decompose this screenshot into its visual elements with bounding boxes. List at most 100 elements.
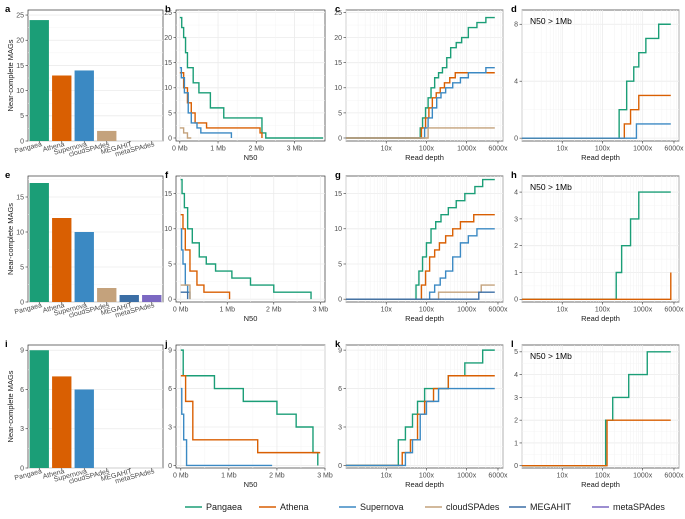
grid-g <box>345 176 504 302</box>
y-tick-label: 10 <box>334 226 342 233</box>
series-line-Supernova <box>346 228 495 300</box>
y-tick-label: 25 <box>334 10 342 17</box>
panel-d: d 0 4 8 10x 100x 1000x 6000x Read depth N50 > 1Mb <box>511 4 684 162</box>
series-k <box>346 349 495 467</box>
y-tick-label: 1 <box>514 440 518 447</box>
panel-letter-k: k <box>335 339 341 350</box>
series-line-Pangaea <box>522 23 671 139</box>
y-tick-label: 9 <box>168 348 172 355</box>
y-tick-label: 9 <box>338 348 342 355</box>
legend-label-MEGAHIT: MEGAHIT <box>530 502 572 512</box>
series-line-MEGAHIT <box>180 291 189 300</box>
y-tick-label: 15 <box>334 60 342 67</box>
x-axis-label-k: Read depth <box>405 480 444 489</box>
series-line-cloudSPAdes <box>180 284 191 300</box>
x-tick-label: 100x <box>419 146 435 153</box>
x-axis-b: 0 Mb 1 Mb 2 Mb 3 Mb <box>172 141 302 153</box>
x-tick-label: 10x <box>557 146 569 153</box>
x-tick-label: 6000x <box>664 146 684 153</box>
y-axis-h: 0 1 2 3 4 <box>514 189 522 304</box>
y-tick-label: 4 <box>514 79 518 86</box>
panel-letter-b: b <box>165 4 171 15</box>
y-axis-k: 0 3 6 9 <box>338 348 346 470</box>
y-tick-label: 10 <box>16 229 24 236</box>
x-tick-label: 100x <box>595 473 611 480</box>
y-axis-label-i: Near-complete MAGs <box>6 370 15 442</box>
x-axis-c: 10x 100x 1000x 6000x <box>381 141 508 153</box>
panel-letter-l: l <box>511 339 514 350</box>
panel-b: b 0 5 10 15 20 25 0 Mb 1 Mb 2 Mb 3 Mb N50 <box>164 4 326 162</box>
panel-letter-f: f <box>165 170 169 181</box>
x-tick-label: 6000x <box>488 307 508 314</box>
series-line-Supernova <box>522 123 671 139</box>
series-l <box>522 351 671 467</box>
x-tick-label: 6000x <box>488 473 508 480</box>
series-line-Supernova <box>346 387 495 467</box>
y-tick-label: 20 <box>164 35 172 42</box>
y-tick-label: 9 <box>20 348 24 355</box>
y-tick-label: 0 <box>168 463 172 470</box>
panel-letter-g: g <box>335 170 341 181</box>
bar-MEGAHIT <box>119 295 139 302</box>
y-tick-label: 2 <box>514 418 518 425</box>
x-tick-label: 100x <box>595 146 611 153</box>
y-tick-label: 15 <box>164 60 172 67</box>
x-axis-f: 0 Mb 1 Mb 2 Mb 3 Mb <box>173 302 328 314</box>
bar-Supernova <box>74 70 94 141</box>
x-tick-label: 6000x <box>664 473 684 480</box>
bar-Pangaea <box>29 350 49 468</box>
series-g <box>346 178 495 300</box>
panel-letter-h: h <box>511 170 517 181</box>
panel-frame-a <box>27 9 164 142</box>
panel-g: g 0 5 10 15 10x 100x 1000x 6000x Read depth <box>334 170 508 323</box>
grid-d <box>521 10 680 141</box>
x-axis-k: 10x 100x 1000x 6000x <box>381 468 508 480</box>
y-tick-label: 5 <box>20 264 24 271</box>
series-line-Supernova <box>180 387 273 467</box>
x-tick-label: 2 Mb <box>248 146 264 153</box>
legend-item-metaSPAdes: metaSPAdes <box>592 502 665 512</box>
panel-c: c 0 5 10 15 20 25 10x 100x 1000x 6000x Read depth <box>334 4 508 162</box>
legend-label-metaSPAdes: metaSPAdes <box>613 502 665 512</box>
series-line-cloudSPAdes <box>346 127 495 139</box>
series-line-Pangaea <box>346 16 495 139</box>
y-axis-g: 0 5 10 15 <box>334 191 346 304</box>
x-tick-label: 1000x <box>633 307 653 314</box>
x-tick-label: 1000x <box>457 146 477 153</box>
bar-Athena <box>52 218 72 302</box>
series-line-MEGAHIT <box>346 291 495 300</box>
x-tick-label: 6000x <box>488 146 508 153</box>
x-axis-label-c: Read depth <box>405 153 444 162</box>
x-tick-label: 3 Mb <box>317 473 333 480</box>
y-tick-label: 0 <box>514 463 518 470</box>
panel-frame-i <box>27 344 164 469</box>
x-tick-label: 0 Mb <box>173 307 189 314</box>
x-axis-l: 10x 100x 1000x 6000x <box>557 468 684 480</box>
legend-label-Supernova: Supernova <box>360 502 404 512</box>
x-tick-label: 10x <box>557 307 569 314</box>
y-tick-label: 10 <box>16 88 24 95</box>
panel-letter-j: j <box>164 339 168 350</box>
x-tick-label: 0 Mb <box>172 146 188 153</box>
y-tick-label: 15 <box>334 191 342 198</box>
y-axis-c: 0 5 10 15 20 25 <box>334 10 346 142</box>
y-axis-a: 0 5 10 15 20 25 <box>16 12 28 145</box>
y-tick-label: 5 <box>20 113 24 120</box>
y-tick-label: 1 <box>514 270 518 277</box>
y-tick-label: 0 <box>20 299 24 306</box>
panel-f: f 0 5 10 15 0 Mb 1 Mb 2 Mb 3 Mb N50 <box>164 170 328 323</box>
grid-l <box>521 345 680 468</box>
y-tick-label: 25 <box>16 12 24 19</box>
y-axis-i: 0 3 6 9 <box>20 348 28 472</box>
y-tick-label: 15 <box>164 191 172 198</box>
series-line-Supernova <box>179 67 233 138</box>
y-axis-j: 0 3 6 9 <box>168 348 176 470</box>
bar-Pangaea <box>29 20 49 142</box>
x-axis-label-l: Read depth <box>581 480 620 489</box>
panel-frame-b <box>175 9 326 142</box>
series-line-Pangaea <box>346 349 495 467</box>
